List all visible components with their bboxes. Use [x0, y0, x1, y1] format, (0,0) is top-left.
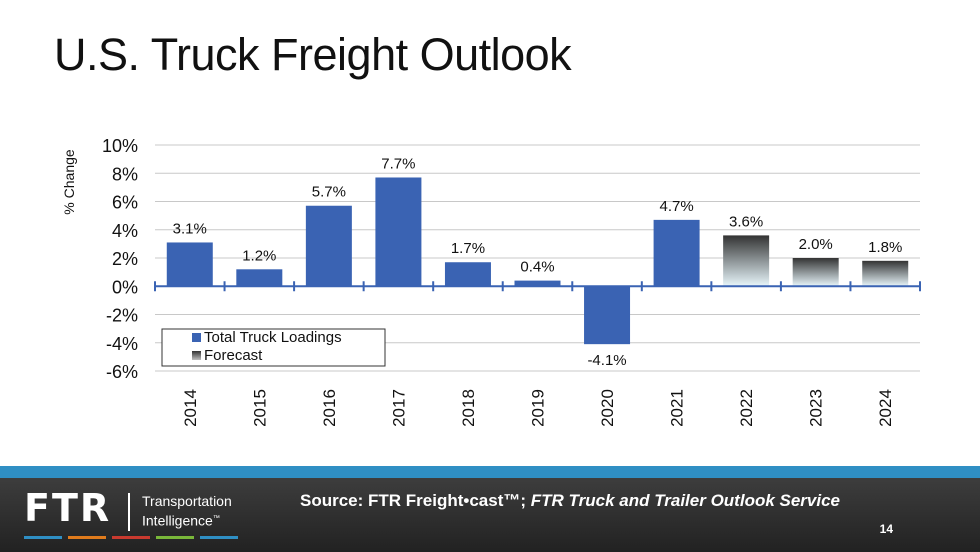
x-tick-label: 2024	[876, 389, 895, 427]
data-label: 5.7%	[312, 184, 346, 201]
y-tick-label: 4%	[112, 221, 138, 241]
legend-swatch-actual	[192, 333, 201, 342]
logo-colorbar-2	[68, 536, 106, 539]
footer: FTR Transportation Intelligence™ Source:…	[0, 478, 980, 552]
x-tick-label: 2019	[529, 389, 548, 427]
logo-trademark: ™	[212, 515, 220, 522]
bar-actual	[166, 242, 213, 287]
bars	[166, 177, 909, 345]
data-label: 1.2%	[242, 247, 276, 264]
source-prefix: Source: FTR Freight•cast™;	[300, 491, 531, 510]
data-label: 7.7%	[381, 155, 415, 172]
legend: Total Truck Loadings Forecast	[161, 328, 386, 367]
slide-title: U.S. Truck Freight Outlook	[54, 29, 572, 80]
x-tick-label: 2022	[737, 389, 756, 427]
bar-actual	[514, 280, 561, 287]
data-label: 4.7%	[659, 198, 693, 215]
logo-tagline-word: Intelligence	[142, 512, 213, 529]
logo-colorbar-5	[200, 536, 238, 539]
bar-actual	[236, 269, 283, 287]
legend-label-forecast: Forecast	[204, 347, 263, 364]
data-label: 3.1%	[173, 220, 207, 237]
y-axis-ticks: 10% 8% 6% 4% 2% 0% -2% -4% -6%	[102, 136, 138, 382]
y-tick-label: 6%	[112, 193, 138, 213]
data-label: 3.6%	[729, 213, 763, 230]
page-number: 14	[879, 522, 893, 536]
x-tick-label: 2017	[389, 389, 408, 427]
x-tick-label: 2016	[320, 389, 339, 427]
bar-forecast	[862, 260, 909, 287]
bar-forecast	[792, 258, 839, 287]
x-tick-label: 2015	[250, 389, 269, 427]
data-label: -4.1%	[587, 352, 626, 369]
logo-colorbar-3	[112, 536, 150, 539]
logo-tagline: Transportation Intelligence™	[142, 492, 232, 530]
x-tick-label: 2018	[459, 389, 478, 427]
y-tick-label: -6%	[106, 362, 138, 382]
data-labels: 3.1% 1.2% 5.7% 7.7% 1.7% 0.4% -4.1% 4.7% 3.6% 2.0…	[173, 155, 903, 369]
legend-label-actual: Total Truck Loadings	[204, 329, 342, 346]
logo-colorbar-4	[156, 536, 194, 539]
bar-actual	[584, 286, 631, 345]
y-tick-label: 2%	[112, 249, 138, 269]
logo-divider	[128, 493, 130, 531]
bar-actual	[653, 219, 700, 287]
ftr-logo: FTR	[24, 486, 112, 530]
y-tick-label: 10%	[102, 136, 138, 156]
legend-swatch-forecast	[192, 351, 201, 360]
y-tick-label: 8%	[112, 164, 138, 184]
y-tick-label: -2%	[106, 306, 138, 326]
bar-actual	[305, 205, 352, 287]
bar-chart: 10% 8% 6% 4% 2% 0% -2% -4% -6% 3.1% 1.2% 5.7% 7.7% 1…	[61, 136, 921, 427]
bar-actual	[444, 262, 491, 287]
source-citation: Source: FTR Freight•cast™; FTR Truck and…	[300, 491, 840, 511]
data-label: 2.0%	[799, 236, 833, 253]
logo-colorbar-1	[24, 536, 62, 539]
logo-tagline-line2: Intelligence™	[142, 510, 232, 530]
y-axis-title: % Change	[61, 149, 77, 215]
x-tick-label: 2023	[807, 389, 826, 427]
data-label: 1.7%	[451, 240, 485, 257]
x-tick-label: 2014	[181, 389, 200, 427]
x-tick-label: 2020	[598, 389, 617, 427]
x-axis	[154, 281, 921, 292]
gridlines	[155, 144, 920, 372]
logo-tagline-line1: Transportation	[142, 493, 232, 509]
source-title: FTR Truck and Trailer Outlook Service	[530, 491, 841, 510]
y-tick-label: -4%	[106, 334, 138, 354]
bar-actual	[375, 177, 422, 287]
data-label: 1.8%	[868, 239, 902, 256]
data-label: 0.4%	[520, 259, 554, 276]
footer-stripe	[0, 466, 980, 478]
x-axis-ticks: 2014 2015 2016 2017 2018 2019 2020 2021 2022 2023…	[181, 389, 895, 427]
bar-forecast	[723, 235, 770, 287]
y-tick-label: 0%	[112, 277, 138, 297]
x-tick-label: 2021	[668, 389, 687, 427]
